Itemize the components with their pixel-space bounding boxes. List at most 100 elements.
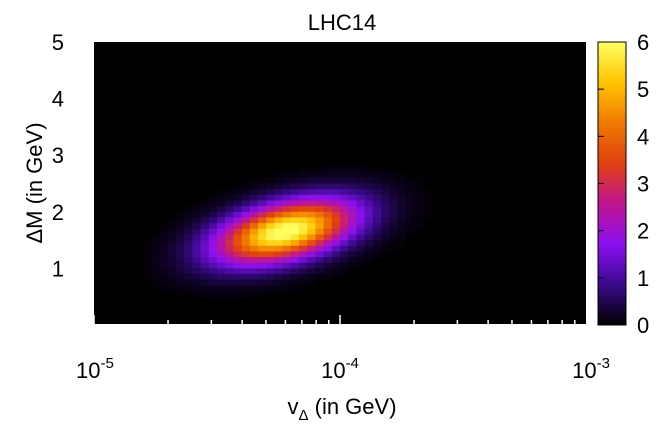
heatmap-cell — [208, 245, 218, 253]
heatmap-cell — [192, 228, 202, 236]
heatmap-cell — [340, 228, 349, 236]
heatmap-cell — [184, 245, 193, 253]
heatmap-cell — [381, 234, 390, 241]
heatmap-cell — [176, 245, 185, 253]
heatmap-cell — [249, 206, 259, 213]
heatmap-cell — [159, 228, 169, 236]
heatmap-cell — [258, 183, 267, 190]
heatmap-cell — [274, 177, 284, 185]
heatmap-cell — [233, 268, 243, 275]
heatmap-cell — [340, 217, 349, 224]
heatmap-cell — [397, 206, 407, 213]
heatmap-cell — [208, 206, 218, 213]
heatmap-cell — [315, 194, 325, 202]
heatmap-cell — [364, 206, 374, 213]
heatmap-cell — [331, 274, 341, 281]
heatmap-cell — [143, 262, 152, 269]
heatmap-cell — [364, 189, 374, 196]
x-axis-label-sub: Δ — [298, 407, 308, 424]
heatmap-cell — [348, 262, 357, 269]
heatmap-cell — [331, 257, 341, 264]
heatmap-cell — [200, 274, 210, 281]
heatmap-cell — [258, 285, 267, 292]
heatmap-cell — [266, 285, 275, 292]
heatmap-cell — [381, 217, 390, 224]
heatmap-cell — [225, 234, 234, 241]
heatmap-cell — [258, 189, 267, 196]
heatmap-cell — [249, 240, 259, 247]
heatmap-cell — [249, 274, 259, 281]
heatmap-cell — [192, 223, 202, 230]
heatmap-cell — [323, 274, 333, 281]
heatmap-cell — [200, 206, 210, 213]
heatmap-cell — [249, 285, 259, 292]
heatmap-cell — [184, 217, 193, 224]
heatmap-cell — [159, 279, 169, 286]
heatmap-cell — [266, 228, 275, 236]
heatmap-cell — [397, 177, 407, 185]
heatmap-cell — [372, 200, 382, 207]
heatmap-cell — [323, 268, 333, 275]
heatmap-cell — [208, 268, 218, 275]
heatmap-cell — [258, 234, 267, 241]
heatmap-cell — [422, 211, 431, 219]
heatmap-cell — [176, 262, 185, 269]
heatmap-cell — [290, 177, 300, 185]
heatmap-cell — [249, 279, 259, 286]
heatmap-cell — [184, 285, 193, 292]
colorbar-tick-label: 0 — [637, 313, 649, 338]
heatmap-cell — [356, 206, 366, 213]
heatmap-cell — [258, 268, 267, 275]
heatmap-cell — [233, 279, 243, 286]
heatmap-cell — [143, 240, 152, 247]
heatmap-cell — [233, 234, 243, 241]
heatmap-cell — [397, 194, 407, 202]
heatmap-cell — [299, 177, 308, 185]
heatmap-cell — [389, 172, 398, 179]
heatmap-cell — [331, 234, 341, 241]
heatmap-cell — [241, 268, 251, 275]
heatmap-cell — [151, 262, 161, 269]
y-tick-label: 1 — [52, 256, 64, 281]
heatmap-cell — [282, 234, 292, 241]
heatmap-cell — [225, 274, 234, 281]
heatmap-cell — [364, 183, 374, 190]
x-axis-label-base: v — [287, 394, 298, 419]
heatmap-cell — [389, 234, 398, 241]
heatmap-cell — [225, 240, 234, 247]
heatmap-cell — [323, 200, 333, 207]
heatmap-cell — [274, 211, 284, 219]
heatmap-cell — [348, 194, 357, 202]
heatmap-cell — [258, 291, 267, 298]
heatmap-cell — [258, 251, 267, 258]
heatmap-cell — [274, 279, 284, 286]
heatmap-cell — [340, 223, 349, 230]
heatmap-cell — [299, 268, 308, 275]
heatmap-cell — [290, 257, 300, 264]
heatmap-cell — [364, 223, 374, 230]
heatmap-cell — [307, 274, 316, 281]
heatmap-cell — [225, 189, 234, 196]
heatmap-cell — [290, 217, 300, 224]
heatmap-cell — [249, 234, 259, 241]
heatmap-cell — [233, 257, 243, 264]
heatmap-cell — [397, 200, 407, 207]
heatmap-cell — [340, 200, 349, 207]
heatmap-cell — [176, 223, 185, 230]
heatmap-cell — [331, 251, 341, 258]
heatmap-cell — [208, 251, 218, 258]
heatmap-cell — [348, 206, 357, 213]
heatmap-cell — [331, 166, 341, 173]
heatmap-cell — [192, 274, 202, 281]
heatmap-cell — [241, 183, 251, 190]
heatmap-cell — [274, 217, 284, 224]
heatmap-cell — [290, 279, 300, 286]
heatmap-cell — [167, 274, 177, 281]
heatmap-cell — [159, 245, 169, 253]
heatmap-cell — [233, 251, 243, 258]
heatmap-cell — [282, 183, 292, 190]
heatmap-cell — [233, 228, 243, 236]
heatmap-cell — [389, 183, 398, 190]
heatmap-cell — [233, 183, 243, 190]
heatmap-cell — [315, 177, 325, 185]
